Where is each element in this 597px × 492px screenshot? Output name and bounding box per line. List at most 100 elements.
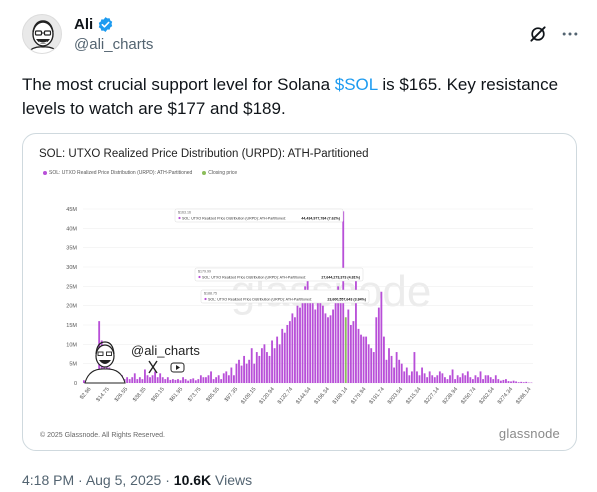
legend-item-urpd: SOL: UTXO Realized Price Distribution (U… — [43, 170, 192, 176]
chart-bar — [471, 379, 474, 383]
chart-bar — [243, 355, 245, 383]
chart-bar — [273, 348, 276, 383]
chart-bar — [344, 317, 347, 383]
chart-bar — [357, 328, 360, 383]
chart-bar — [390, 355, 393, 383]
x-tick-label: $227.14 — [423, 386, 440, 405]
x-tick-label: $179.94 — [350, 386, 367, 405]
chart-bar — [83, 380, 85, 383]
legend-dot-icon — [43, 170, 47, 175]
chart-bar — [459, 377, 462, 383]
tooltip-value: 27,644,273,373 (4.81%) — [321, 275, 360, 279]
chart-bar — [235, 363, 238, 383]
author-handle[interactable]: @ali_charts — [74, 36, 154, 53]
x-logo-icon — [148, 360, 158, 374]
tooltip-price: $163.16 — [178, 211, 191, 215]
chart-bar — [454, 379, 457, 383]
chart-bar — [499, 380, 502, 383]
chart-copyright: © 2025 Glassnode. All Rights Reserved. — [40, 432, 166, 439]
chart-bar — [230, 367, 233, 383]
x-tick-label: $156.34 — [313, 386, 330, 405]
chart-bar — [380, 291, 383, 383]
chart-bar — [408, 375, 411, 383]
urpd-chart: glassnode05M10M15M20M25M30M35M40M45M$2.9… — [66, 207, 533, 406]
chart-bar — [161, 377, 164, 383]
chart-bar — [197, 379, 200, 383]
x-tick-label: $250.74 — [460, 386, 477, 405]
chart-bar — [281, 328, 284, 383]
chart-bar — [212, 379, 215, 383]
author-name-row: Ali — [74, 16, 114, 33]
youtube-play-icon — [176, 365, 180, 370]
tweet-text-before: The most crucial support level for Solan… — [22, 75, 335, 94]
chart-bar — [266, 352, 268, 383]
chart-bar — [192, 378, 195, 383]
chart-bar — [370, 348, 373, 383]
y-tick-label: 45M — [66, 207, 77, 213]
views-label: Views — [215, 472, 253, 488]
chart-bar — [525, 381, 528, 383]
x-tick-label: $26.55 — [114, 386, 129, 403]
chart-bar — [375, 317, 378, 383]
chart-bar — [400, 363, 403, 383]
chart-bar — [286, 325, 289, 383]
chart-bar — [352, 321, 355, 383]
chart-bar — [164, 379, 167, 383]
y-tick-label: 35M — [66, 246, 77, 252]
chart-bar — [149, 377, 151, 383]
chart-bar — [510, 381, 512, 383]
y-tick-label: 20M — [66, 304, 77, 310]
chart-bar — [166, 377, 169, 383]
chart-bar — [466, 371, 469, 383]
chart-bar — [126, 377, 129, 383]
chart-bar — [339, 301, 342, 383]
chart-bar — [349, 325, 352, 383]
grok-icon[interactable] — [528, 24, 548, 44]
chart-bar — [276, 336, 279, 383]
chart-bar — [128, 379, 131, 383]
chart-bar — [494, 375, 497, 383]
chart-bar — [263, 344, 266, 383]
chart-bar — [304, 286, 307, 383]
chart-bar — [398, 359, 401, 383]
legend-label-urpd: SOL: UTXO Realized Price Distribution (U… — [49, 170, 193, 176]
more-options-icon[interactable] — [560, 24, 580, 44]
chart-bar — [184, 379, 187, 383]
y-tick-label: 40M — [66, 226, 77, 232]
tweet-date[interactable]: Aug 5, 2025 — [85, 472, 162, 488]
chart-bar — [296, 305, 299, 383]
x-tick-label: $191.74 — [368, 386, 385, 405]
tooltip-box — [174, 208, 344, 223]
chart-bar — [456, 375, 459, 383]
chart-bar — [299, 307, 301, 383]
watermark-avatar-glasses — [106, 351, 112, 356]
chart-bar — [426, 377, 429, 383]
chart-legend: SOL: UTXO Realized Price Distribution (U… — [43, 170, 237, 176]
chart-bar — [410, 371, 413, 383]
watermark-avatar-body — [84, 368, 126, 384]
chart-bar — [141, 379, 144, 383]
chart-bar — [512, 380, 515, 383]
tweet-time[interactable]: 4:18 PM — [22, 472, 75, 488]
author-name[interactable]: Ali — [74, 16, 94, 33]
chart-bar — [487, 375, 490, 383]
chart-bar — [248, 359, 251, 383]
chart-bar — [507, 381, 510, 383]
chart-image-card[interactable]: SOL: UTXO Realized Price Distribution (U… — [22, 133, 577, 451]
chart-bar — [294, 317, 296, 383]
chart-bar — [431, 375, 434, 383]
chart-bar — [268, 355, 271, 383]
x-tick-label: $85.55 — [205, 386, 220, 403]
chart-bar — [416, 371, 418, 383]
x-tick-label: $238.94 — [442, 386, 459, 405]
chart-bar — [385, 359, 388, 383]
x-tick-label: $61.95 — [169, 386, 184, 403]
cashtag-link[interactable]: $SOL — [334, 75, 378, 94]
chart-bar — [522, 382, 525, 383]
chart-bar — [260, 348, 263, 383]
chart-bar — [477, 377, 479, 383]
chart-bar — [271, 340, 273, 383]
avatar[interactable] — [22, 14, 62, 54]
chart-bar — [311, 301, 314, 383]
chart-bar — [324, 313, 327, 383]
